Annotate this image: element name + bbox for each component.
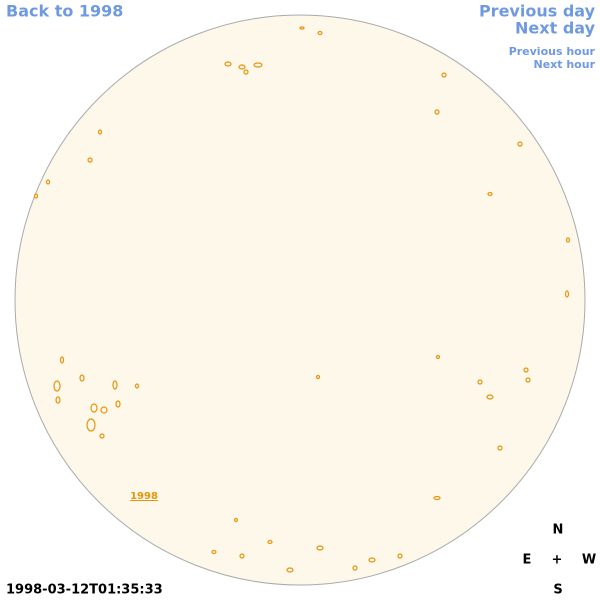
compass-center: + bbox=[552, 553, 563, 568]
compass-west: W bbox=[582, 553, 596, 568]
next-day-link[interactable]: Next day bbox=[515, 19, 596, 38]
previous-hour-link[interactable]: Previous hour bbox=[509, 45, 596, 58]
compass-south: S bbox=[553, 583, 562, 598]
compass-east: E bbox=[523, 553, 532, 568]
compass-north: N bbox=[553, 523, 564, 538]
disk-year-link[interactable]: 1998 bbox=[130, 491, 158, 502]
solar-disk bbox=[14, 14, 586, 586]
next-hour-link[interactable]: Next hour bbox=[534, 58, 596, 71]
previous-day-link[interactable]: Previous day bbox=[479, 2, 596, 21]
active-regions bbox=[33, 26, 571, 573]
back-link[interactable]: Back to 1998 bbox=[6, 2, 123, 21]
timestamp: 1998-03-12T01:35:33 bbox=[6, 583, 163, 598]
